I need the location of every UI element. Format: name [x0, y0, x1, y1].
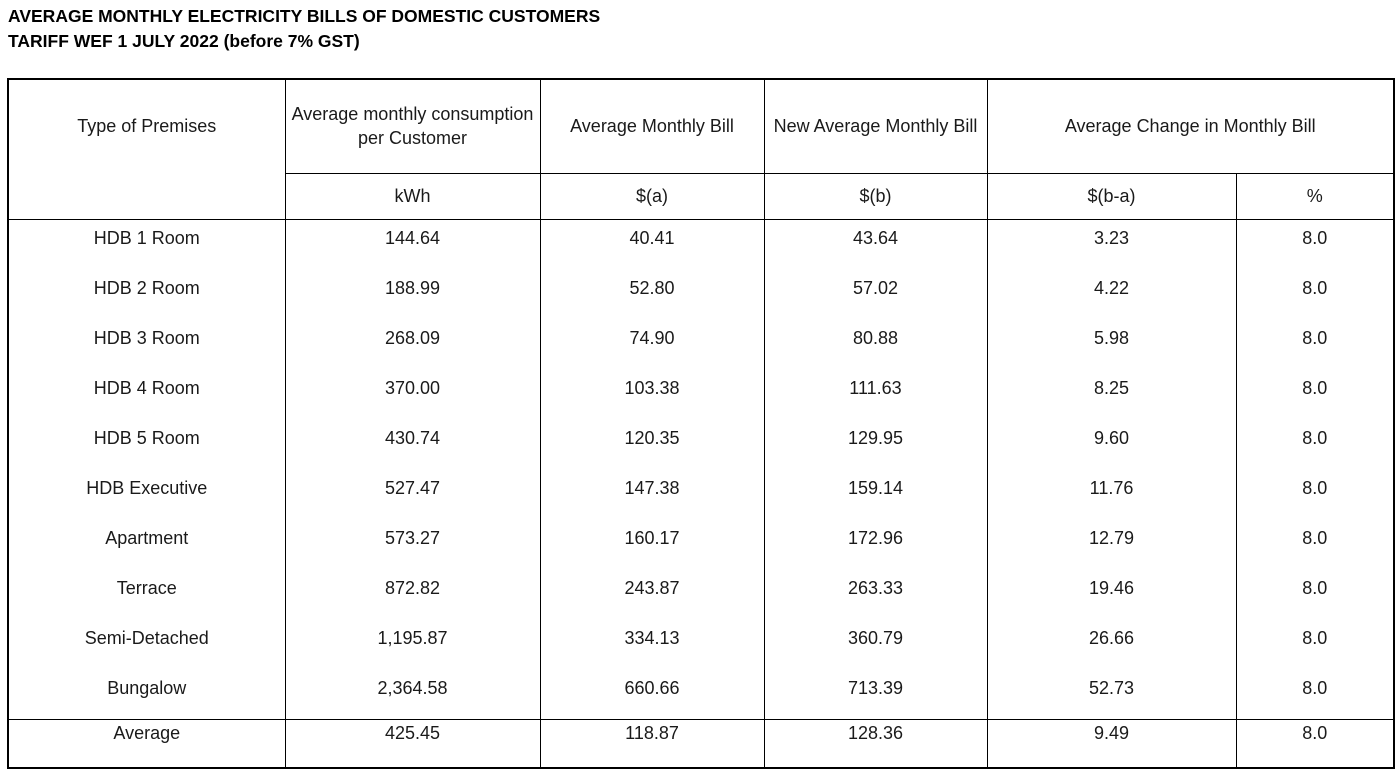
unit-dollar-b-minus-a: $(b-a)	[986, 172, 1237, 220]
cell-avg-bill: 40.41	[539, 219, 765, 269]
title-line-2: TARIFF WEF 1 JULY 2022 (before 7% GST)	[8, 31, 360, 51]
cell-change-dollar: 5.98	[986, 319, 1237, 369]
cell-consumption: 430.74	[284, 419, 541, 469]
row-label: HDB Executive	[7, 469, 286, 519]
title-line-1: AVERAGE MONTHLY ELECTRICITY BILLS OF DOM…	[8, 6, 601, 26]
cell-change-dollar: 52.73	[986, 669, 1237, 719]
cell-new-avg-bill: 129.95	[763, 419, 988, 469]
row-label: Terrace	[7, 569, 286, 619]
cell-change-dollar: 9.49	[986, 718, 1237, 769]
cell-change-percent: 8.0	[1235, 219, 1395, 269]
table-row: Apartment 573.27 160.17 172.96 12.79 8.0	[7, 519, 1395, 569]
cell-change-percent: 8.0	[1235, 369, 1395, 419]
cell-avg-bill: 52.80	[539, 269, 765, 319]
unit-dollar-b: $(b)	[763, 172, 988, 220]
cell-change-percent: 8.0	[1235, 269, 1395, 319]
header-new-avg-monthly-bill: New Average Monthly Bill	[763, 78, 988, 174]
row-label: HDB 3 Room	[7, 319, 286, 369]
cell-new-avg-bill: 80.88	[763, 319, 988, 369]
cell-consumption: 370.00	[284, 369, 541, 419]
table-row: Terrace 872.82 243.87 263.33 19.46 8.0	[7, 569, 1395, 619]
cell-new-avg-bill: 128.36	[763, 718, 988, 769]
cell-avg-bill: 160.17	[539, 519, 765, 569]
cell-consumption: 872.82	[284, 569, 541, 619]
cell-change-percent: 8.0	[1235, 519, 1395, 569]
cell-new-avg-bill: 172.96	[763, 519, 988, 569]
cell-consumption: 188.99	[284, 269, 541, 319]
table-row: HDB 3 Room 268.09 74.90 80.88 5.98 8.0	[7, 319, 1395, 369]
cell-avg-bill: 334.13	[539, 619, 765, 669]
cell-new-avg-bill: 57.02	[763, 269, 988, 319]
row-label: HDB 1 Room	[7, 219, 286, 269]
unit-percent: %	[1235, 172, 1395, 220]
cell-consumption: 527.47	[284, 469, 541, 519]
cell-change-dollar: 19.46	[986, 569, 1237, 619]
table-row: HDB 2 Room 188.99 52.80 57.02 4.22 8.0	[7, 269, 1395, 319]
unit-dollar-a: $(a)	[539, 172, 765, 220]
cell-change-percent: 8.0	[1235, 669, 1395, 719]
header-row-main: Type of Premises Average monthly consump…	[7, 78, 1395, 220]
cell-change-dollar: 26.66	[986, 619, 1237, 669]
header-avg-monthly-bill: Average Monthly Bill	[539, 78, 765, 174]
cell-avg-bill: 74.90	[539, 319, 765, 369]
cell-change-percent: 8.0	[1235, 569, 1395, 619]
cell-new-avg-bill: 43.64	[763, 219, 988, 269]
row-label: Bungalow	[7, 669, 286, 719]
cell-change-percent: 8.0	[1235, 619, 1395, 669]
cell-avg-bill: 147.38	[539, 469, 765, 519]
row-label: HDB 2 Room	[7, 269, 286, 319]
cell-consumption: 573.27	[284, 519, 541, 569]
cell-new-avg-bill: 713.39	[763, 669, 988, 719]
row-label: Semi-Detached	[7, 619, 286, 669]
row-label: HDB 5 Room	[7, 419, 286, 469]
row-label: Average	[7, 718, 286, 769]
cell-consumption: 268.09	[284, 319, 541, 369]
cell-avg-bill: 103.38	[539, 369, 765, 419]
cell-change-percent: 8.0	[1235, 718, 1395, 769]
cell-change-dollar: 12.79	[986, 519, 1237, 569]
header-avg-change: Average Change in Monthly Bill	[986, 78, 1395, 174]
table-row: HDB 4 Room 370.00 103.38 111.63 8.25 8.0	[7, 369, 1395, 419]
cell-change-dollar: 8.25	[986, 369, 1237, 419]
tariff-table: Type of Premises Average monthly consump…	[7, 78, 1396, 769]
cell-avg-bill: 660.66	[539, 669, 765, 719]
cell-new-avg-bill: 263.33	[763, 569, 988, 619]
row-label: Apartment	[7, 519, 286, 569]
table-row: Semi-Detached 1,195.87 334.13 360.79 26.…	[7, 619, 1395, 669]
cell-change-dollar: 11.76	[986, 469, 1237, 519]
cell-avg-bill: 120.35	[539, 419, 765, 469]
cell-new-avg-bill: 360.79	[763, 619, 988, 669]
cell-change-percent: 8.0	[1235, 419, 1395, 469]
header-type-of-premises: Type of Premises	[7, 78, 286, 220]
header-consumption: Average monthly consumption per Customer	[284, 78, 541, 174]
cell-new-avg-bill: 111.63	[763, 369, 988, 419]
cell-consumption: 2,364.58	[284, 669, 541, 719]
cell-change-dollar: 3.23	[986, 219, 1237, 269]
table-row: HDB 5 Room 430.74 120.35 129.95 9.60 8.0	[7, 419, 1395, 469]
cell-consumption: 425.45	[284, 718, 541, 769]
row-label: HDB 4 Room	[7, 369, 286, 419]
average-row: Average 425.45 118.87 128.36 9.49 8.0	[7, 718, 1395, 769]
cell-change-percent: 8.0	[1235, 319, 1395, 369]
cell-change-dollar: 9.60	[986, 419, 1237, 469]
table-row: HDB 1 Room 144.64 40.41 43.64 3.23 8.0	[7, 219, 1395, 269]
cell-change-dollar: 4.22	[986, 269, 1237, 319]
unit-kwh: kWh	[284, 172, 541, 220]
cell-consumption: 1,195.87	[284, 619, 541, 669]
cell-consumption: 144.64	[284, 219, 541, 269]
table-row: HDB Executive 527.47 147.38 159.14 11.76…	[7, 469, 1395, 519]
cell-new-avg-bill: 159.14	[763, 469, 988, 519]
cell-change-percent: 8.0	[1235, 469, 1395, 519]
header-row-units: kWh $(a) $(b) $(b-a) %	[8, 172, 1395, 220]
page-title: AVERAGE MONTHLY ELECTRICITY BILLS OF DOM…	[8, 4, 600, 54]
cell-avg-bill: 243.87	[539, 569, 765, 619]
cell-avg-bill: 118.87	[539, 718, 765, 769]
table-row: Bungalow 2,364.58 660.66 713.39 52.73 8.…	[7, 669, 1395, 719]
